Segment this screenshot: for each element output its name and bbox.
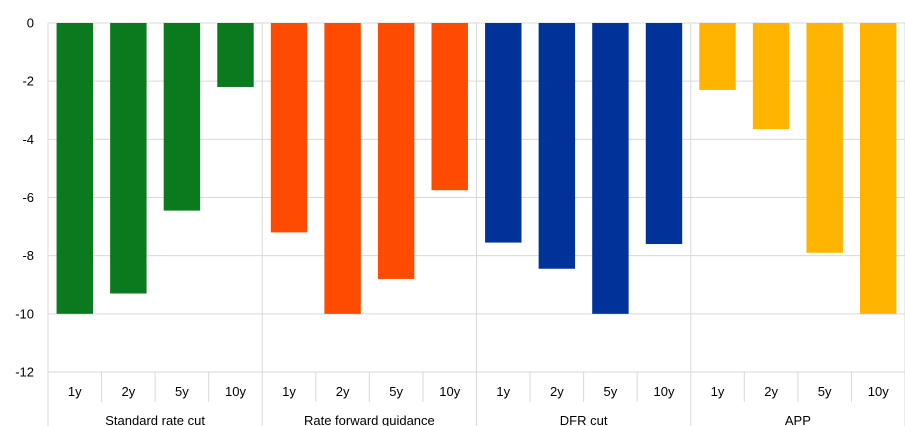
x-tick-label: 2y	[121, 384, 135, 399]
bar	[270, 23, 308, 233]
y-axis: 0 -2 -4 -6 -8 -10 -12	[15, 16, 34, 380]
bar	[324, 23, 361, 314]
y-tick-label: -4	[22, 132, 34, 147]
bar	[163, 23, 201, 211]
bars	[56, 23, 897, 314]
x-tick-label: 10y	[868, 384, 889, 399]
bar	[752, 23, 790, 130]
x-tick-label: 10y	[225, 384, 246, 399]
x-tick-label: 5y	[604, 384, 618, 399]
x-tick-label: 5y	[818, 384, 832, 399]
x-tick-label: 2y	[336, 384, 350, 399]
x-tick-label: 10y	[653, 384, 674, 399]
bar	[377, 23, 415, 279]
y-tick-label: -2	[22, 74, 34, 89]
x-axis: 1y 2y 5y 10y 1y 2y 5y 10y 1y 2y 5y 10y 1y 2y 5y 10y Stan…	[47, 23, 905, 426]
bar	[110, 23, 147, 294]
bar	[56, 23, 93, 314]
y-tick-label: 0	[27, 16, 34, 31]
x-tick-label: 1y	[68, 384, 82, 399]
y-tick-label: -12	[15, 365, 34, 380]
bar	[806, 23, 843, 253]
bar	[592, 23, 629, 314]
y-tick-label: -8	[22, 248, 34, 263]
y-tick-label: -10	[15, 306, 34, 321]
bar	[645, 23, 683, 245]
x-tick-label: 2y	[550, 384, 564, 399]
y-tick-label: -6	[22, 190, 34, 205]
bar	[485, 23, 522, 243]
bar	[217, 23, 254, 87]
group-label: APP	[785, 413, 811, 426]
x-tick-label: 2y	[764, 384, 778, 399]
x-tick-label: 5y	[175, 384, 189, 399]
group-label: DFR cut	[560, 413, 608, 426]
bar	[538, 23, 576, 269]
group-label: Standard rate cut	[105, 413, 205, 426]
bar	[699, 23, 736, 90]
bar	[860, 23, 897, 314]
x-tick-label: 1y	[496, 384, 510, 399]
group-label: Rate forward guidance	[304, 413, 435, 426]
x-tick-label: 1y	[282, 384, 296, 399]
x-tick-label: 10y	[439, 384, 460, 399]
bar	[431, 23, 468, 191]
x-tick-label: 5y	[389, 384, 403, 399]
x-tick-label: 1y	[711, 384, 725, 399]
